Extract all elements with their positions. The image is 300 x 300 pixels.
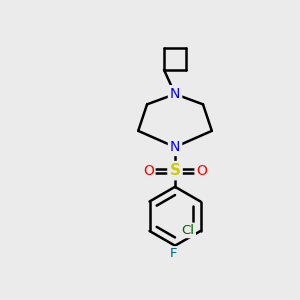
Text: N: N xyxy=(170,140,180,154)
Text: S: S xyxy=(169,163,181,178)
Text: N: N xyxy=(170,87,180,101)
Text: O: O xyxy=(143,164,154,178)
Text: Cl: Cl xyxy=(182,224,195,237)
Text: F: F xyxy=(170,248,177,260)
Text: O: O xyxy=(196,164,207,178)
